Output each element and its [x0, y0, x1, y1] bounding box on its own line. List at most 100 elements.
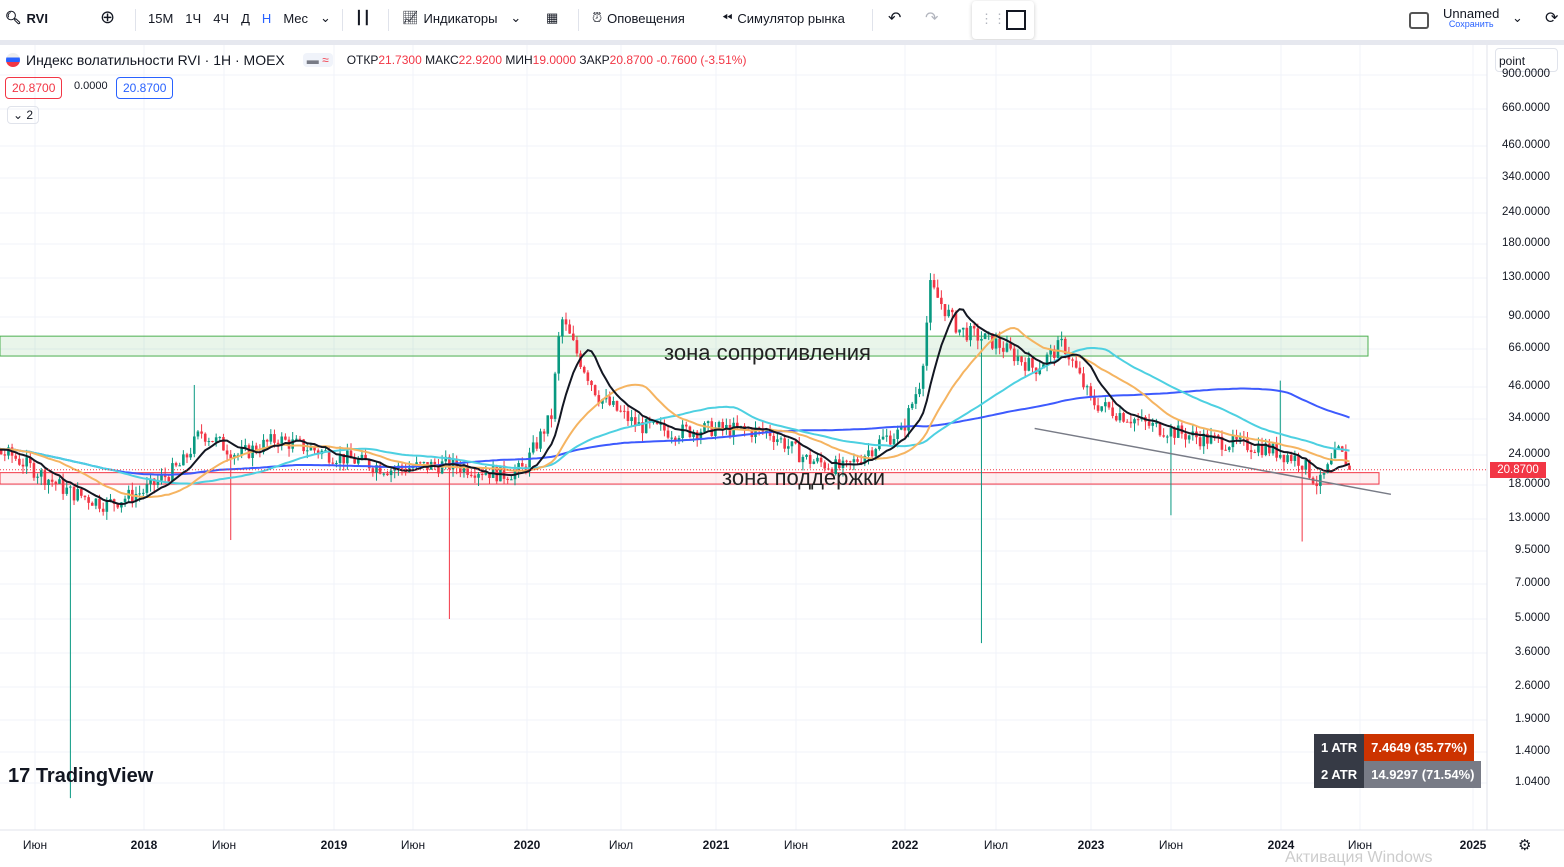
interval-15m[interactable]: 15M	[148, 10, 174, 26]
layout-name-button[interactable]: Unnamed Сохранить	[1443, 6, 1500, 29]
candle-body	[149, 478, 152, 485]
candle-body	[921, 365, 925, 389]
buy-price-button[interactable]: 20.8700	[116, 77, 174, 99]
point-input[interactable]: point	[1495, 48, 1558, 72]
fullscreen-icon[interactable]	[1006, 10, 1026, 30]
sell-price-button[interactable]: 20.8700	[5, 77, 63, 99]
time-tick: 2020	[513, 838, 541, 852]
time-tick: Июл	[608, 838, 634, 852]
candle-body	[462, 465, 466, 473]
alerts-button[interactable]: ⏰︎ Оповещения	[592, 10, 685, 26]
candle-body	[575, 340, 579, 354]
toolbar-divider	[0, 40, 1564, 45]
price-chart[interactable]	[0, 45, 1564, 862]
os-activation-watermark: Активация Windows	[1285, 849, 1433, 866]
candle-body	[141, 492, 145, 494]
indicators-button[interactable]: 📈︎ Индикаторы ⌄	[402, 10, 522, 26]
candle-body	[203, 433, 207, 442]
candle-body	[386, 473, 389, 476]
candle-body	[247, 445, 251, 458]
candle-body	[1107, 402, 1111, 408]
candle-body	[914, 394, 918, 404]
symbol-search[interactable]: 🔍︎ RVI	[5, 10, 48, 26]
candle-body	[491, 466, 495, 478]
candle-body	[76, 489, 79, 501]
candle-body	[950, 309, 954, 313]
indicators-icon: 📈︎	[402, 10, 419, 25]
time-tick: Июн	[783, 838, 809, 852]
save-link[interactable]: Сохранить	[1448, 19, 1494, 29]
candle-body	[309, 446, 313, 451]
candle-body	[338, 453, 342, 463]
candle-body	[353, 458, 356, 464]
candle-body	[83, 495, 87, 498]
candle-body	[787, 446, 790, 449]
candle-body	[517, 463, 520, 471]
chevron-down-icon[interactable]: ⌄	[1512, 10, 1523, 25]
candles-icon[interactable]: ┃┃	[355, 10, 371, 25]
time-tick: Июн	[1347, 838, 1373, 852]
time-tick: 2022	[891, 838, 919, 852]
candle-body	[510, 479, 513, 481]
candle-body	[7, 447, 10, 456]
candle-body	[961, 327, 965, 330]
candle-body	[714, 427, 717, 436]
candle-body	[1329, 458, 1333, 465]
candle-body	[178, 465, 182, 467]
candle-body	[1012, 348, 1016, 362]
candle-body	[808, 454, 812, 464]
compare-add-icon[interactable]: ⊕	[100, 7, 116, 27]
interval-4h[interactable]: 4Ч	[213, 10, 230, 26]
interval-w[interactable]: Н	[261, 10, 272, 26]
symbol-title[interactable]: Индекс волатильности RVI · 1Н · MOEX	[26, 52, 285, 68]
candle-body	[976, 328, 980, 341]
undo-icon[interactable]: ↶	[888, 10, 902, 27]
candle-body	[546, 415, 550, 434]
quick-search-icon[interactable]: ⟳	[1545, 10, 1559, 27]
candle-body	[1209, 435, 1213, 444]
candle-body	[1268, 443, 1271, 454]
candle-body	[484, 472, 488, 475]
candle-body	[90, 502, 94, 506]
price-tick: 130.0000	[1502, 271, 1550, 283]
russia-flag-icon	[6, 53, 20, 67]
candle-body	[1002, 347, 1005, 352]
top-toolbar: 🔍︎ RVI ⊕ 15M 1Ч 4Ч Д Н Мес ⌄ ┃┃ 📈︎ Индикат…	[0, 0, 1564, 40]
chevron-down-icon[interactable]: ⌄	[320, 10, 331, 25]
candle-body	[571, 333, 575, 341]
candle-body	[892, 439, 896, 445]
redo-icon[interactable]: ↷	[925, 10, 939, 27]
candle-body	[1315, 483, 1319, 487]
settings-gear-icon[interactable]: ⚙	[1518, 837, 1532, 854]
candle-body	[823, 462, 827, 469]
candle-body	[389, 470, 393, 476]
tradingview-logo[interactable]: 17 TradingView	[8, 765, 154, 787]
candle-body	[1297, 455, 1300, 466]
candle-body	[1114, 415, 1118, 421]
interval-d[interactable]: Д	[241, 10, 250, 26]
templates-icon[interactable]: ▦	[546, 10, 559, 25]
replay-button[interactable]: ⏪︎ Симулятор рынка	[722, 10, 845, 26]
price-tick: 46.0000	[1508, 380, 1550, 392]
visibility-toggle[interactable]: ▬ ≈	[302, 53, 333, 67]
candle-body	[327, 450, 331, 463]
candle-body	[174, 463, 178, 466]
collapse-indicators-button[interactable]: ⌄ 2	[7, 106, 40, 124]
candle-body	[863, 456, 867, 464]
price-tick: 900.0000	[1502, 68, 1550, 80]
candle-body	[597, 395, 601, 404]
candle-body	[947, 309, 950, 317]
candle-body	[1176, 425, 1180, 438]
candle-body	[378, 465, 382, 474]
candle-body	[1162, 435, 1165, 437]
layout-icon[interactable]	[1409, 12, 1429, 29]
candle-body	[870, 450, 874, 457]
chevron-down-icon: ⌄	[510, 10, 522, 25]
interval-m[interactable]: Мес	[283, 10, 309, 26]
drag-handle-icon[interactable]: ⋮⋮	[980, 11, 1006, 26]
candle-body	[1074, 360, 1078, 368]
candle-body	[98, 498, 101, 509]
candle-body	[1257, 444, 1260, 453]
interval-1h[interactable]: 1Ч	[185, 10, 202, 26]
time-tick: 2019	[320, 838, 348, 852]
